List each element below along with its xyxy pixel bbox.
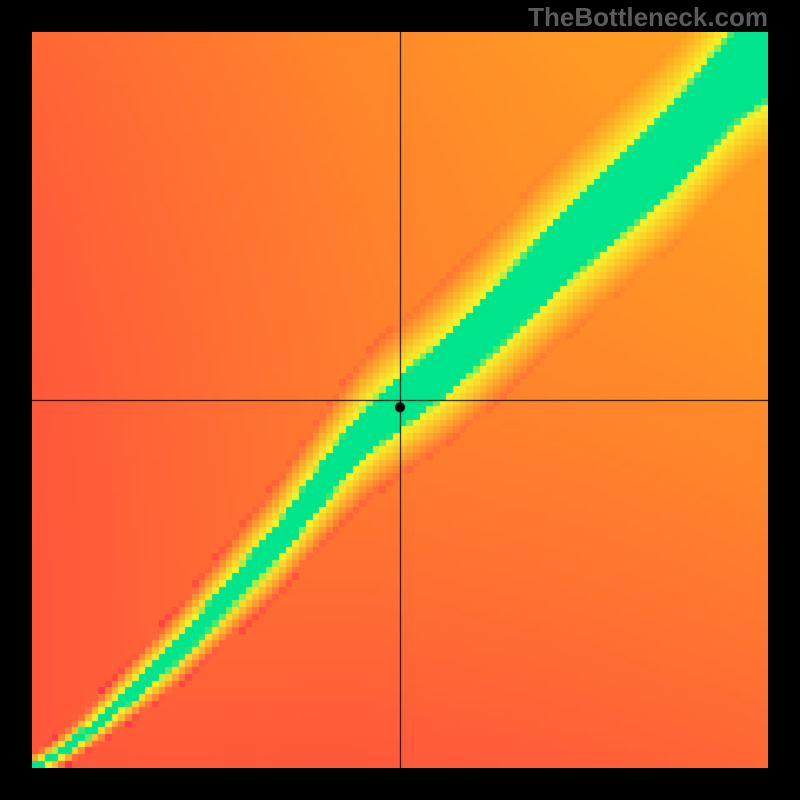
bottleneck-heatmap	[32, 32, 768, 768]
watermark-label: TheBottleneck.com	[528, 2, 768, 33]
